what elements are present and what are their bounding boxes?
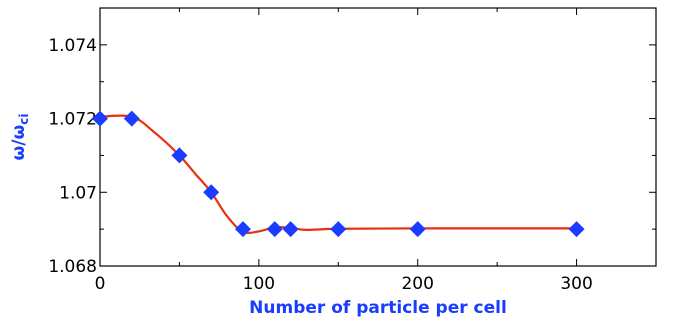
data-point — [234, 221, 251, 238]
x-tick-label: 200 — [401, 274, 433, 294]
y-axis-label-subscript: ci — [17, 114, 31, 125]
data-point — [203, 184, 220, 201]
data-point — [171, 147, 188, 164]
x-tick-label: 300 — [560, 274, 592, 294]
y-axis-label: ω/ωci — [9, 114, 31, 161]
data-point — [409, 221, 426, 238]
y-tick-label: 1.068 — [48, 257, 97, 277]
data-point — [266, 221, 283, 238]
data-point — [330, 221, 347, 238]
data-point — [568, 221, 585, 238]
y-axis-label-main: ω/ω — [9, 125, 29, 161]
y-tick-label: 1.07 — [59, 183, 97, 203]
x-axis-label: Number of particle per cell — [249, 298, 507, 318]
data-point — [123, 110, 140, 127]
y-tick-label: 1.072 — [48, 110, 97, 130]
axis-tick-labels: 0 100 200 300 1.068 1.07 1.072 1.074 — [48, 36, 592, 294]
y-tick-label: 1.074 — [48, 36, 97, 56]
fit-curve — [99, 114, 577, 235]
plot-frame — [99, 7, 657, 267]
data-markers — [92, 110, 585, 238]
x-tick-label: 0 — [95, 274, 106, 294]
axis-ticks — [99, 8, 656, 267]
x-tick-label: 100 — [243, 274, 275, 294]
data-point — [92, 110, 108, 127]
data-point — [282, 221, 299, 238]
